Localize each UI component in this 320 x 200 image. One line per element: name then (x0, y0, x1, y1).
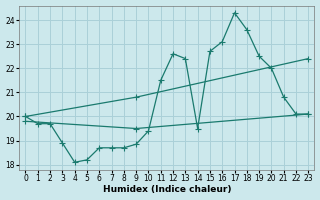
X-axis label: Humidex (Indice chaleur): Humidex (Indice chaleur) (103, 185, 231, 194)
